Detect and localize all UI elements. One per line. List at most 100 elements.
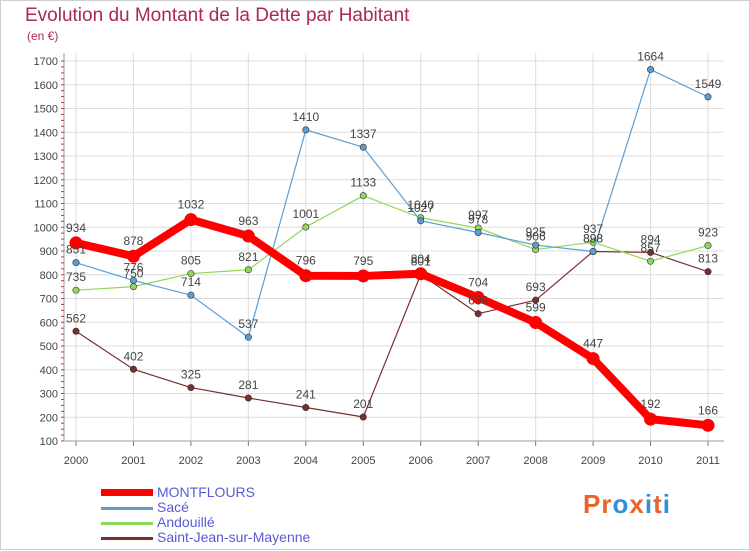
data-label-saint-jean-sur-mayenne: 894 bbox=[641, 232, 661, 246]
data-label-saint-jean-sur-mayenne: 898 bbox=[583, 231, 603, 245]
legend-label-sace: Sacé bbox=[157, 499, 189, 515]
logo-letter: P bbox=[583, 489, 602, 519]
data-label-sace: 1549 bbox=[695, 77, 722, 91]
data-point-sace bbox=[187, 291, 195, 299]
data-label-montflours: 166 bbox=[698, 403, 718, 417]
data-label-saint-jean-sur-mayenne: 241 bbox=[296, 388, 316, 402]
data-point-saint-jean-sur-mayenne bbox=[72, 327, 80, 335]
data-label-sace: 537 bbox=[238, 317, 258, 331]
data-point-montflours bbox=[299, 269, 313, 283]
logo-letter: r bbox=[601, 489, 613, 519]
data-label-andouille: 997 bbox=[468, 208, 488, 222]
data-point-saint-jean-sur-mayenne bbox=[532, 296, 540, 304]
data-point-montflours bbox=[701, 418, 715, 432]
data-label-sace: 1337 bbox=[350, 127, 377, 141]
y-tick-label: 600 bbox=[40, 317, 58, 329]
data-point-montflours bbox=[471, 291, 485, 305]
data-label-saint-jean-sur-mayenne: 325 bbox=[181, 368, 201, 382]
x-tick-label: 2005 bbox=[351, 455, 375, 467]
legend-swatch-montflours bbox=[101, 489, 153, 496]
logo-letter: o bbox=[612, 489, 630, 519]
y-tick-label: 100 bbox=[40, 436, 58, 448]
data-label-andouille: 1133 bbox=[350, 176, 376, 190]
x-tick-label: 2000 bbox=[64, 455, 88, 467]
data-label-montflours: 796 bbox=[296, 254, 316, 268]
data-label-montflours: 1032 bbox=[178, 198, 205, 212]
data-label-sace: 925 bbox=[526, 225, 546, 239]
logo-letter: t bbox=[653, 489, 663, 519]
data-label-andouille: 906 bbox=[526, 230, 546, 244]
y-tick-label: 300 bbox=[40, 389, 58, 401]
y-tick-label: 1600 bbox=[34, 80, 58, 92]
data-label-andouille: 805 bbox=[181, 254, 201, 268]
data-label-montflours: 804 bbox=[411, 252, 431, 266]
data-label-saint-jean-sur-mayenne: 562 bbox=[66, 311, 86, 325]
x-tick-label: 2007 bbox=[466, 455, 490, 467]
data-point-montflours bbox=[69, 236, 83, 250]
data-label-andouille: 857 bbox=[641, 241, 661, 255]
data-point-montflours bbox=[126, 249, 140, 263]
series-line-montflours bbox=[72, 215, 712, 430]
legend-swatch-saint-jean bbox=[101, 537, 153, 540]
data-label-montflours: 963 bbox=[238, 214, 258, 228]
data-point-sace bbox=[647, 66, 655, 74]
logo-letter: x bbox=[629, 489, 645, 519]
series-line-sace bbox=[75, 68, 709, 338]
x-tick-label: 2004 bbox=[294, 455, 318, 467]
data-point-montflours bbox=[241, 229, 255, 243]
data-label-montflours: 795 bbox=[353, 254, 373, 268]
logo-letter: i bbox=[644, 489, 654, 519]
y-tick-label: 1700 bbox=[34, 56, 58, 68]
data-label-sace: 776 bbox=[123, 260, 143, 274]
proxiti-logo: Proxiti bbox=[583, 489, 671, 520]
data-label-andouille: 750 bbox=[123, 267, 143, 281]
legend-label-montflours: MONTFLOURS bbox=[157, 484, 255, 500]
y-tick-label: 500 bbox=[40, 341, 58, 353]
data-point-montflours bbox=[184, 213, 198, 227]
plot-area bbox=[64, 53, 724, 441]
data-label-montflours: 878 bbox=[123, 234, 143, 248]
data-label-saint-jean-sur-mayenne: 402 bbox=[123, 349, 143, 363]
data-point-andouille bbox=[359, 192, 367, 200]
data-label-sace: 1664 bbox=[637, 50, 664, 64]
data-point-andouille bbox=[187, 270, 195, 278]
data-label-saint-jean-sur-mayenne: 281 bbox=[238, 378, 258, 392]
data-label-sace: 1410 bbox=[292, 110, 319, 124]
data-point-saint-jean-sur-mayenne bbox=[359, 413, 367, 421]
data-point-sace bbox=[72, 259, 80, 267]
chart-title: Evolution du Montant de la Dette par Hab… bbox=[25, 5, 410, 26]
y-tick-label: 400 bbox=[40, 365, 58, 377]
x-tick-label: 2009 bbox=[581, 455, 605, 467]
data-point-sace bbox=[417, 217, 425, 225]
data-point-saint-jean-sur-mayenne bbox=[474, 310, 482, 318]
series-line-andouille bbox=[75, 195, 709, 291]
data-point-sace bbox=[589, 247, 597, 255]
y-tick-label: 1400 bbox=[34, 127, 58, 139]
y-tick-label: 900 bbox=[40, 246, 58, 258]
x-tick-label: 2006 bbox=[408, 455, 432, 467]
data-point-saint-jean-sur-mayenne bbox=[187, 384, 195, 392]
data-label-sace: 851 bbox=[66, 243, 86, 257]
data-point-montflours bbox=[356, 269, 370, 283]
data-label-montflours: 934 bbox=[66, 221, 86, 235]
data-point-andouille bbox=[302, 223, 310, 231]
data-point-andouille bbox=[704, 242, 712, 250]
data-point-andouille bbox=[244, 266, 252, 274]
legend-label-saint-jean: Saint-Jean-sur-Mayenne bbox=[157, 529, 311, 545]
data-point-saint-jean-sur-mayenne bbox=[704, 268, 712, 276]
data-point-sace bbox=[129, 276, 137, 284]
data-point-saint-jean-sur-mayenne bbox=[302, 404, 310, 412]
data-point-sace bbox=[474, 228, 482, 236]
data-label-saint-jean-sur-mayenne: 813 bbox=[698, 252, 718, 266]
data-label-sace: 898 bbox=[583, 231, 603, 245]
data-point-sace bbox=[532, 241, 540, 249]
data-label-andouille: 821 bbox=[238, 250, 258, 264]
y-tick-label: 200 bbox=[40, 412, 58, 424]
y-tick-label: 700 bbox=[40, 294, 58, 306]
data-point-saint-jean-sur-mayenne bbox=[244, 394, 252, 402]
data-point-sace bbox=[704, 93, 712, 101]
x-tick-label: 2003 bbox=[236, 455, 260, 467]
data-label-andouille: 1001 bbox=[292, 207, 319, 221]
